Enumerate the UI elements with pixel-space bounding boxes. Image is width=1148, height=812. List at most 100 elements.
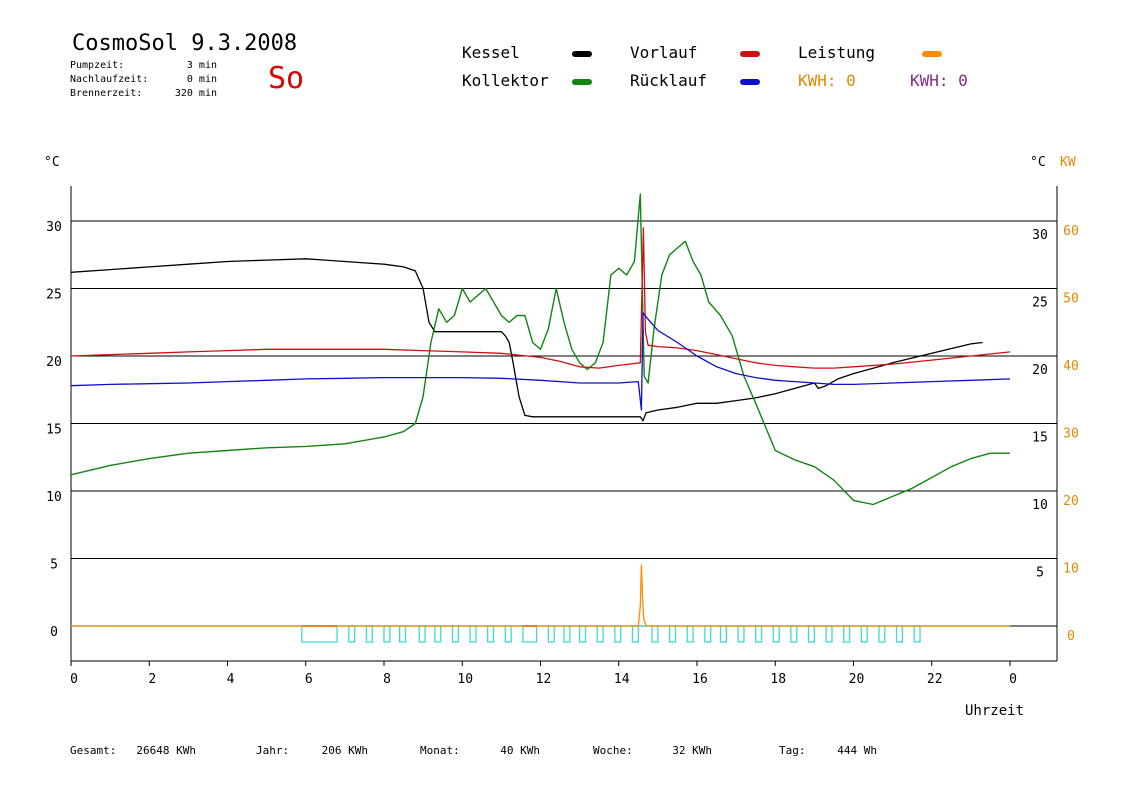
pump-on-block [383, 625, 391, 643]
y-tick-right: 5 [1036, 566, 1044, 581]
runtime-info: Pumpzeit: 3 min Nachlaufzeit: 0 min Brennerz… [70, 60, 217, 99]
footer-value: 206 KWh [322, 744, 368, 757]
info-label: Pumpzeit: [70, 60, 124, 71]
info-label: Brennerzeit: [70, 88, 142, 99]
y-tick-left: 15 [46, 423, 62, 438]
x-tick-label: 20 [849, 672, 865, 687]
grid [70, 186, 1058, 662]
y-tick-kw: 50 [1063, 292, 1079, 307]
kollektor-line [70, 193, 1010, 506]
footer-label: Gesamt: [70, 744, 116, 757]
legend-kessel-label: Kessel [462, 43, 520, 62]
x-tick-label: 18 [770, 672, 786, 687]
footer-label: Tag: [779, 744, 806, 757]
weekday-label: So [268, 61, 304, 96]
footer-value: 32 KWh [672, 744, 712, 757]
pump-on-block [860, 625, 868, 643]
legend-ruecklauf-swatch [740, 79, 760, 85]
x-tick-label: 0 [70, 672, 78, 687]
footer-stats: Gesamt: 26648 KWh Jahr: 206 KWh Monat: 40 KWh… [70, 744, 877, 757]
footer-value: 40 KWh [500, 744, 540, 757]
pump-on-block [651, 625, 659, 643]
y-tick-left: 30 [46, 220, 62, 235]
pump-on-block [348, 625, 356, 643]
pump-on-block [418, 625, 426, 643]
x-tick-label: 8 [383, 672, 391, 687]
pump-indicator [71, 625, 1010, 643]
pump-on-block [790, 625, 798, 643]
kwh-purple-label: KWH: 0 [910, 71, 968, 90]
y-tick-kw: 10 [1063, 562, 1079, 577]
pump-on-block [895, 625, 904, 643]
footer-label: Monat: [420, 744, 460, 757]
info-value: 0 min [187, 74, 217, 85]
pump-on-block [547, 625, 555, 643]
y-tick-right: 10 [1032, 498, 1048, 513]
y-tick-left: 5 [50, 558, 58, 573]
pump-on-block [668, 625, 677, 643]
x-axis-label: Uhrzeit [965, 703, 1024, 719]
pump-on-block [522, 625, 538, 643]
x-tick-label: 10 [457, 672, 473, 687]
right-unit-label: °C [1030, 155, 1046, 170]
pump-on-block [772, 625, 780, 643]
pump-on-block [434, 625, 442, 643]
x-tick-label: 4 [227, 672, 235, 687]
y-tick-left: 25 [46, 288, 62, 303]
pump-on-block [825, 625, 833, 643]
right-kw-unit-label: KW [1060, 155, 1076, 170]
info-value: 3 min [187, 60, 217, 71]
legend-kollektor-swatch [572, 79, 592, 85]
x-tick-label: 16 [692, 672, 708, 687]
pump-on-block [719, 625, 727, 643]
pump-on-block [504, 625, 512, 643]
x-tick-label: 6 [305, 672, 313, 687]
y-tick-kw: 20 [1063, 494, 1079, 509]
legend-vorlauf-swatch [740, 51, 760, 57]
x-tick-label: 14 [614, 672, 630, 687]
pump-on-block [614, 625, 622, 643]
pump-on-block [631, 625, 639, 643]
ruecklauf-line [70, 312, 1011, 411]
footer-label: Jahr: [256, 744, 289, 757]
leistung-line [71, 564, 1010, 627]
legend-kollektor-label: Kollektor [462, 71, 549, 90]
x-tick-label: 12 [536, 672, 552, 687]
pump-on-block [878, 625, 886, 643]
legend: Kessel Kollektor Vorlauf Rücklauf Leistu… [462, 43, 968, 90]
y-tick-left: 10 [46, 490, 62, 505]
chart-title: CosmoSol 9.3.2008 [72, 31, 297, 56]
pump-on-block [365, 625, 373, 643]
x-tick-label: 0 [1009, 672, 1017, 687]
y-tick-right: 25 [1032, 296, 1048, 311]
legend-vorlauf-label: Vorlauf [630, 43, 697, 62]
pump-on-block [596, 625, 604, 643]
pump-on-block [469, 625, 477, 643]
footer-label: Woche: [593, 744, 633, 757]
pump-on-block [843, 625, 851, 643]
info-label: Nachlaufzeit: [70, 74, 148, 85]
pump-on-block [755, 625, 763, 643]
legend-kessel-swatch [572, 51, 592, 57]
pump-on-block [398, 625, 407, 643]
pump-on-block [451, 625, 459, 643]
pump-on-block [737, 625, 745, 643]
kessel-line [70, 258, 983, 422]
footer-value: 444 Wh [837, 744, 877, 757]
y-tick-right: 20 [1032, 363, 1048, 378]
kwh-orange-label: KWH: 0 [798, 71, 856, 90]
y-tick-kw: 60 [1063, 224, 1079, 239]
y-tick-kw: 40 [1063, 359, 1079, 374]
x-tick-label: 22 [927, 672, 943, 687]
footer-value: 26648 KWh [136, 744, 196, 757]
legend-leistung-swatch [922, 51, 942, 57]
y-tick-right: 30 [1032, 228, 1048, 243]
pump-on-block [301, 625, 338, 643]
series [70, 193, 1011, 627]
vorlauf-line [70, 227, 1011, 369]
pump-on-block [563, 625, 571, 643]
legend-leistung-label: Leistung [798, 43, 875, 62]
pump-on-block [913, 625, 921, 643]
